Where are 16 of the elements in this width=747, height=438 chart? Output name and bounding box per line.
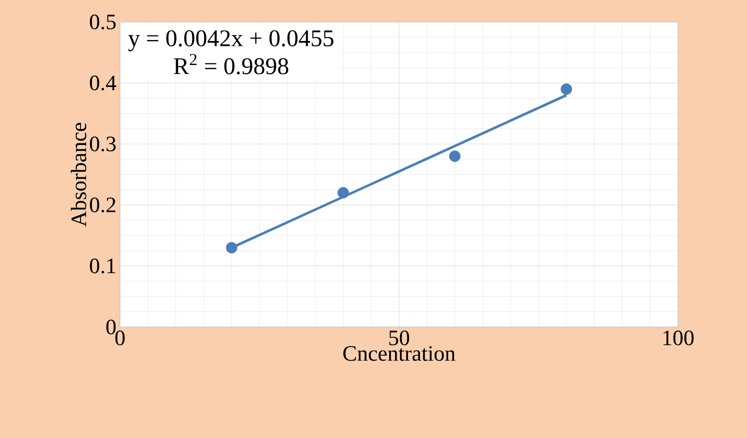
y-tick-label: 0.3 — [90, 136, 116, 152]
y-tick-label: 0.4 — [90, 76, 116, 90]
y-tick-label: 0.1 — [90, 258, 116, 274]
annotation: R$^{2}$ = 0.9898 — [174, 54, 288, 74]
x-tick-label: 50 — [389, 330, 410, 346]
y-axis-title: Absorbance — [70, 122, 86, 227]
y-tick-label: 0 — [106, 320, 116, 334]
point — [338, 187, 349, 198]
point — [449, 150, 461, 162]
y-tick-label: 0.2 — [90, 198, 116, 212]
point — [226, 242, 238, 254]
x-tick-label: 100 — [663, 330, 694, 346]
annotation: y = 0.0042x + 0.0455 — [128, 30, 334, 52]
point — [560, 83, 572, 95]
x-axis-title: Cncentration — [343, 346, 456, 361]
y-tick-label: 0.5 — [90, 14, 116, 30]
